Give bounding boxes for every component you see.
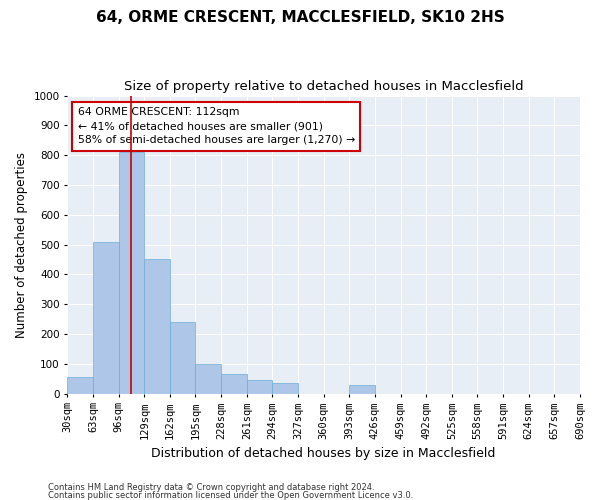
Bar <box>144 260 170 394</box>
X-axis label: Distribution of detached houses by size in Macclesfield: Distribution of detached houses by size … <box>151 447 496 460</box>
Bar <box>119 152 144 394</box>
Text: 64 ORME CRESCENT: 112sqm
← 41% of detached houses are smaller (901)
58% of semi-: 64 ORME CRESCENT: 112sqm ← 41% of detach… <box>77 108 355 146</box>
Bar <box>67 377 93 394</box>
Bar <box>170 322 196 394</box>
Bar <box>349 384 375 394</box>
Title: Size of property relative to detached houses in Macclesfield: Size of property relative to detached ho… <box>124 80 523 93</box>
Bar <box>247 380 272 394</box>
Bar <box>196 364 221 394</box>
Y-axis label: Number of detached properties: Number of detached properties <box>15 152 28 338</box>
Bar <box>93 242 119 394</box>
Text: Contains HM Land Registry data © Crown copyright and database right 2024.: Contains HM Land Registry data © Crown c… <box>48 484 374 492</box>
Text: Contains public sector information licensed under the Open Government Licence v3: Contains public sector information licen… <box>48 490 413 500</box>
Bar <box>272 383 298 394</box>
Text: 64, ORME CRESCENT, MACCLESFIELD, SK10 2HS: 64, ORME CRESCENT, MACCLESFIELD, SK10 2H… <box>95 10 505 25</box>
Bar <box>221 374 247 394</box>
